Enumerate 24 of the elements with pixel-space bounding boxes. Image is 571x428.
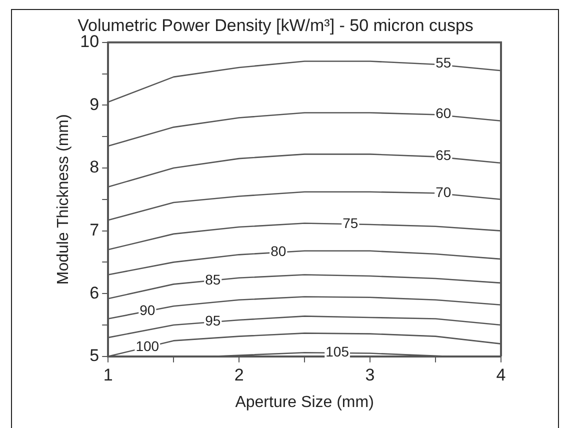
y-axis-title: Module Thickness (mm): [55, 114, 72, 285]
y-tick-label: 10: [80, 32, 100, 52]
annotation: 55: [436, 54, 452, 71]
annotation: 65: [436, 146, 452, 163]
y-tick-label: 6: [90, 283, 100, 302]
x-axis-title: Aperture Size (mm): [235, 394, 374, 411]
annotation: 90: [140, 302, 156, 318]
chart-title: Volumetric Power Density [kW/m³] - 50 micron cusps: [78, 16, 474, 35]
annotation: 100: [136, 338, 160, 354]
annotation: 85: [205, 271, 221, 288]
y-tick-label: 5: [90, 346, 100, 366]
y-tick-label: 9: [90, 94, 100, 114]
x-tick-label: 2: [234, 365, 244, 384]
annotation: 60: [436, 104, 452, 121]
annotation: 80: [270, 243, 286, 260]
y-tick-label: 7: [90, 220, 100, 240]
x-tick-label: 3: [365, 365, 375, 384]
annotation: 75: [342, 214, 358, 231]
x-tick-label: 4: [496, 365, 506, 384]
x-tick-label: 1: [103, 365, 113, 384]
annotation: 70: [436, 184, 452, 200]
annotation: 95: [205, 312, 221, 329]
y-tick-label: 8: [90, 158, 100, 177]
annotation: 105: [326, 343, 350, 360]
